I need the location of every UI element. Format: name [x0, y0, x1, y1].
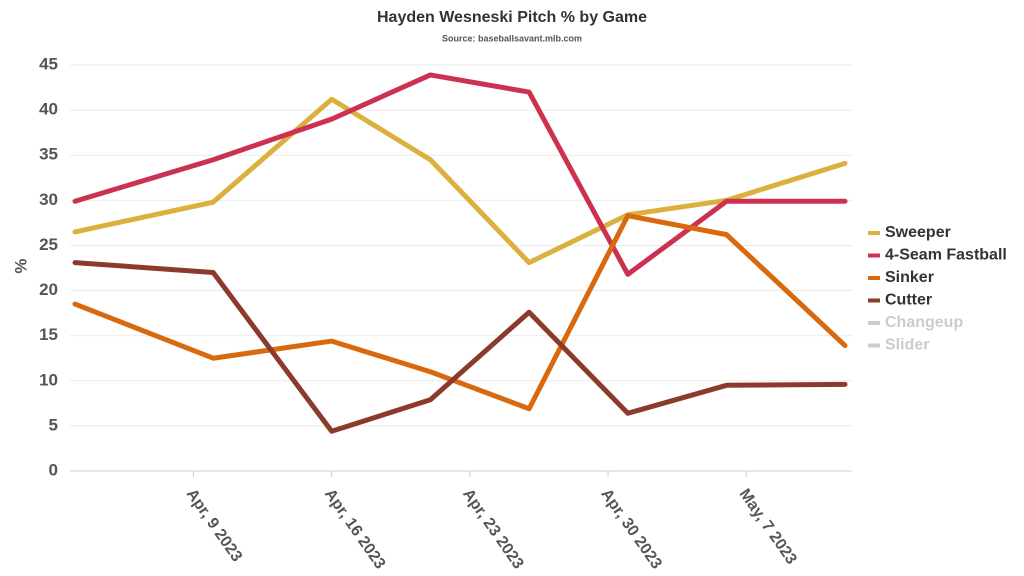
x-tick-label: Apr, 30 2023 — [597, 486, 665, 572]
y-tick-label: 20 — [39, 280, 58, 299]
legend-label: Changeup — [885, 314, 963, 331]
x-tick-label: Apr, 23 2023 — [459, 486, 527, 572]
legend-label: Cutter — [885, 292, 932, 309]
x-tick-label: May, 7 2023 — [736, 486, 800, 568]
y-axis-label: % — [11, 258, 30, 273]
y-tick-label: 30 — [39, 190, 58, 209]
y-tick-label: 10 — [39, 370, 58, 389]
legend-label: Sweeper — [885, 224, 951, 241]
series-line — [72, 96, 848, 266]
y-tick-label: 45 — [39, 54, 58, 73]
chart-title: Hayden Wesneski Pitch % by Game — [377, 9, 647, 26]
legend-label: Slider — [885, 337, 929, 354]
x-tick-label: Apr, 9 2023 — [183, 486, 245, 565]
series-line — [72, 213, 848, 412]
series-line — [72, 260, 848, 434]
y-tick-label: 25 — [39, 235, 58, 254]
legend-label: 4-Seam Fastball — [885, 247, 1007, 264]
y-tick-label: 35 — [39, 145, 58, 164]
y-tick-label: 0 — [49, 460, 58, 479]
series-line — [72, 72, 848, 277]
legend-label: Sinker — [885, 269, 934, 286]
y-tick-label: 15 — [39, 325, 58, 344]
chart-subtitle: Source: baseballsavant.mlb.com — [442, 33, 582, 43]
x-tick-label: Apr, 16 2023 — [321, 486, 389, 572]
y-tick-label: 40 — [39, 100, 58, 119]
y-tick-label: 5 — [49, 415, 58, 434]
